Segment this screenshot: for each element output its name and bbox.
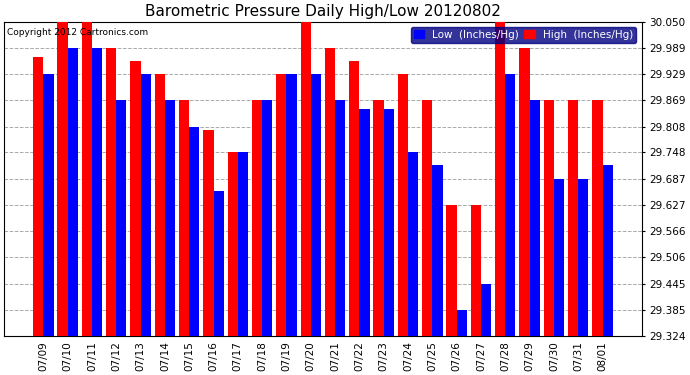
Bar [213,190,224,336]
Bar [398,74,408,336]
Bar [505,74,515,336]
Bar [349,61,359,336]
Bar [433,165,442,336]
Bar [457,310,467,336]
Bar [228,153,238,336]
Bar [33,57,43,336]
Legend: Low  (Inches/Hg), High  (Inches/Hg): Low (Inches/Hg), High (Inches/Hg) [411,27,636,43]
Title: Barometric Pressure Daily High/Low 20120802: Barometric Pressure Daily High/Low 20120… [145,4,501,19]
Bar [495,22,505,336]
Bar [578,179,589,336]
Bar [408,153,418,336]
Bar [446,205,457,336]
Bar [155,74,165,336]
Bar [310,74,321,336]
Bar [520,48,529,336]
Bar [384,109,394,336]
Bar [238,153,248,336]
Bar [471,205,481,336]
Bar [325,48,335,336]
Bar [92,48,102,336]
Bar [130,61,141,336]
Bar [82,22,92,336]
Bar [141,74,151,336]
Bar [262,100,273,336]
Bar [602,165,613,336]
Bar [43,74,54,336]
Bar [359,109,370,336]
Bar [57,22,68,336]
Bar [106,48,117,336]
Bar [422,100,433,336]
Bar [117,100,126,336]
Bar [529,100,540,336]
Bar [252,100,262,336]
Bar [568,100,578,336]
Bar [554,179,564,336]
Bar [373,100,384,336]
Bar [189,126,199,336]
Bar [68,48,78,336]
Bar [301,22,310,336]
Bar [592,100,602,336]
Bar [179,100,189,336]
Bar [481,284,491,336]
Bar [165,100,175,336]
Text: Copyright 2012 Cartronics.com: Copyright 2012 Cartronics.com [8,28,148,37]
Bar [335,100,345,336]
Bar [276,74,286,336]
Bar [544,100,554,336]
Bar [286,74,297,336]
Bar [204,130,213,336]
